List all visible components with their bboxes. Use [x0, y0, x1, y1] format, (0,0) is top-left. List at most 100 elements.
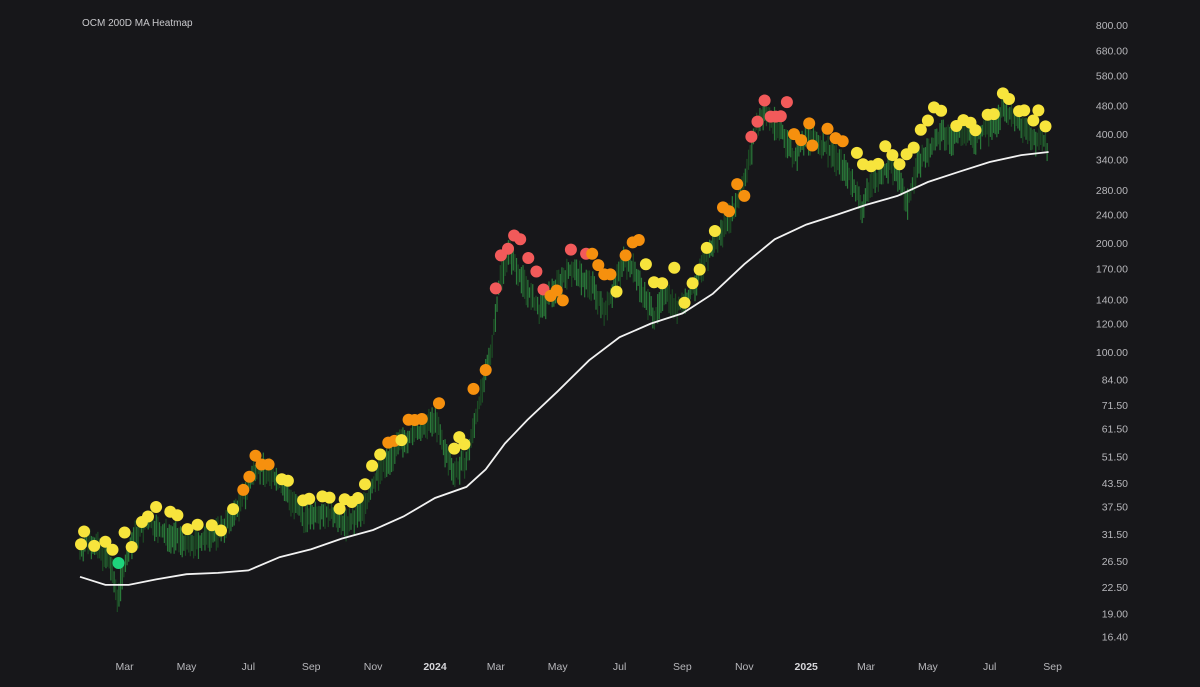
heatmap-dot-orange — [632, 234, 645, 246]
heatmap-dot-yellow — [150, 501, 163, 513]
x-tick-label: Sep — [673, 661, 692, 673]
heatmap-dot-yellow — [914, 123, 927, 136]
x-tick-label: May — [918, 661, 939, 673]
heatmap-dot-orange — [738, 189, 751, 202]
heatmap-dot-yellow — [281, 474, 294, 487]
y-tick-label: 340.00 — [1096, 155, 1128, 167]
heatmap-dot-red — [780, 96, 793, 109]
heatmap-dot-yellow — [693, 263, 706, 276]
heatmap-dot-yellow — [106, 543, 119, 556]
heatmap-dot-orange — [723, 205, 736, 218]
heatmap-dot-yellow — [205, 519, 218, 532]
heatmap-dot-yellow — [935, 104, 948, 117]
x-tick-label: Nov — [364, 661, 383, 673]
heatmap-dot-yellow — [708, 225, 721, 237]
heatmap-dot-orange — [836, 135, 849, 148]
heatmap-dot-red — [489, 282, 502, 295]
heatmap-dot-red — [774, 110, 787, 123]
x-tick-label: Jul — [983, 661, 996, 673]
heatmap-dot-orange — [433, 397, 445, 410]
heatmap-dot-yellow — [333, 502, 346, 515]
heatmap-dot-yellow — [678, 296, 691, 309]
x-tick-label: May — [177, 661, 198, 673]
x-tick-label: Jul — [242, 661, 255, 673]
heatmap-dot-yellow — [395, 434, 408, 447]
heatmap-dot-yellow — [227, 503, 240, 516]
price-candles — [79, 98, 1048, 613]
heatmap-dot-yellow — [921, 114, 934, 127]
heatmap-dot-yellow — [1032, 104, 1045, 117]
heatmap-dot-yellow — [323, 491, 336, 504]
y-tick-label: 71.50 — [1102, 400, 1128, 412]
heatmap-dot-red — [564, 243, 577, 256]
heatmap-dot-orange — [556, 294, 569, 307]
heatmap-dot-red — [502, 242, 514, 255]
heatmap-dot-yellow — [458, 438, 471, 451]
heatmap-dot-orange — [806, 139, 819, 152]
y-tick-label: 16.40 — [1102, 632, 1128, 644]
heatmap-dot-yellow — [215, 524, 227, 537]
heatmap-dot-orange — [467, 382, 480, 395]
y-tick-label: 43.50 — [1102, 478, 1128, 490]
x-tick-label: 2024 — [423, 661, 447, 673]
ma-200d-line — [79, 151, 1049, 586]
y-tick-label: 26.50 — [1102, 556, 1128, 568]
x-tick-label: Sep — [302, 661, 321, 673]
y-tick-label: 400.00 — [1096, 129, 1128, 141]
x-tick-label: Mar — [116, 661, 135, 673]
y-tick-label: 19.00 — [1102, 609, 1128, 621]
y-tick-label: 240.00 — [1096, 210, 1128, 222]
heatmap-dot-orange — [795, 134, 808, 147]
heatmap-dot-yellow — [1003, 93, 1015, 105]
y-tick-label: 37.50 — [1102, 502, 1128, 514]
y-tick-label: 280.00 — [1096, 185, 1128, 197]
heatmap-dot-yellow — [118, 526, 131, 539]
heatmap-dot-orange — [237, 483, 250, 496]
ma-200d-layer — [79, 151, 1049, 586]
heatmap-dot-orange — [262, 458, 275, 471]
heatmap-dot-yellow — [879, 140, 892, 153]
y-tick-label: 22.50 — [1102, 582, 1128, 594]
heatmap-dot-yellow — [359, 478, 371, 491]
x-tick-label: Nov — [735, 661, 754, 673]
y-tick-label: 31.50 — [1102, 529, 1128, 541]
x-tick-label: Jul — [613, 661, 626, 673]
y-tick-label: 120.00 — [1096, 319, 1128, 331]
y-tick-label: 200.00 — [1096, 238, 1128, 250]
heatmap-dot-yellow — [171, 509, 184, 522]
y-tick-label: 800.00 — [1096, 20, 1128, 32]
heatmap-dot-yellow — [1027, 114, 1040, 127]
y-tick-label: 61.50 — [1102, 424, 1128, 436]
heatmap-dot-red — [514, 233, 527, 246]
heatmap-dot-orange — [586, 247, 599, 260]
heatmap-dot-yellow — [448, 442, 461, 455]
heatmap-dot-red — [530, 265, 543, 278]
heatmap-dot-yellow — [639, 258, 652, 271]
x-tick-label: Mar — [857, 661, 876, 673]
heatmap-dot-yellow — [686, 277, 699, 290]
heatmap-dot-yellow — [142, 510, 154, 523]
heatmap-dot-orange — [550, 284, 563, 297]
heatmap-dot-yellow — [987, 108, 1000, 121]
y-tick-label: 680.00 — [1096, 46, 1128, 58]
y-tick-label: 51.50 — [1102, 452, 1128, 464]
heatmap-dot-yellow — [1039, 120, 1052, 133]
y-tick-label: 170.00 — [1096, 264, 1128, 276]
heatmap-dot-yellow — [610, 285, 623, 298]
y-tick-label: 100.00 — [1096, 347, 1128, 359]
heatmap-dot-orange — [592, 259, 605, 272]
y-axis: 16.40 19.00 22.50 26.50 31.50 37.50 43.50 51.50… — [1096, 20, 1128, 644]
x-tick-label: Mar — [487, 661, 506, 673]
heatmap-dot-orange — [415, 413, 428, 425]
heatmap-dot-orange — [479, 364, 492, 376]
y-tick-label: 140.00 — [1096, 294, 1128, 306]
heatmap-dot-yellow — [656, 277, 669, 290]
y-tick-label: 580.00 — [1096, 71, 1128, 83]
heatmap-dot-yellow — [191, 518, 204, 531]
heatmap-dot-red — [758, 94, 771, 107]
heatmap-dot-yellow — [99, 535, 112, 548]
heatmap-dot-yellow — [700, 241, 713, 254]
x-tick-label: 2025 — [795, 661, 819, 673]
heatmap-dot-yellow — [668, 261, 681, 274]
heatmap-dot-orange — [249, 449, 262, 462]
